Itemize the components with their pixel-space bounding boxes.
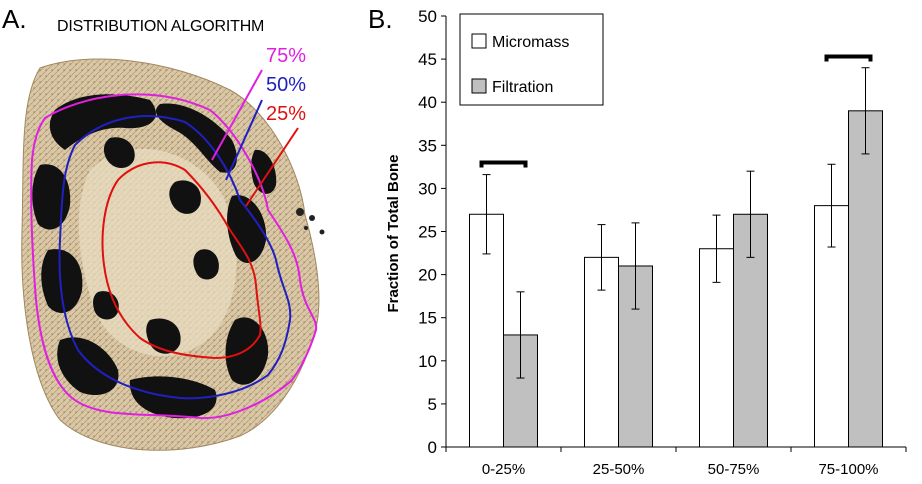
y-tick-label: 15 bbox=[418, 309, 437, 328]
panel-a-letter: A. bbox=[2, 4, 27, 34]
contour-label-25: 25% bbox=[266, 103, 307, 125]
tissue-fragments bbox=[296, 208, 325, 235]
contour-label-75: 75% bbox=[266, 45, 307, 67]
significance-bracket bbox=[824, 54, 873, 62]
contour-25 bbox=[101, 161, 262, 360]
x-tick-label: 0-25% bbox=[482, 461, 525, 478]
y-axis-label: Fraction of Total Bone bbox=[385, 154, 402, 312]
y-tick-label: 35 bbox=[418, 136, 437, 155]
y-tick-label: 45 bbox=[418, 50, 437, 69]
y-tick-label: 25 bbox=[418, 223, 437, 242]
contour-leader-lines bbox=[211, 69, 299, 207]
legend-label-filtration: Filtration bbox=[492, 79, 553, 96]
contour-50 bbox=[58, 115, 292, 400]
y-tick-label: 50 bbox=[418, 7, 437, 26]
legend-label-micromass: Micromass bbox=[492, 34, 569, 51]
distribution-contours bbox=[30, 93, 318, 420]
y-tick-label: 10 bbox=[418, 352, 437, 371]
bar-filtration-3 bbox=[848, 110, 883, 448]
contour-75 bbox=[30, 93, 318, 420]
panel-b-letter: B. bbox=[368, 4, 393, 34]
significance-bracket bbox=[479, 160, 528, 168]
y-tick-label: 30 bbox=[418, 179, 437, 198]
y-tick-label: 5 bbox=[428, 395, 437, 414]
legend-swatch-filtration bbox=[471, 78, 487, 94]
panel-a-title: DISTRIBUTION ALGORITHM bbox=[57, 18, 265, 35]
y-tick-label: 40 bbox=[418, 93, 437, 112]
y-tick-label: 20 bbox=[418, 266, 437, 285]
x-tick-label: 25-50% bbox=[593, 461, 645, 478]
contour-label-50: 50% bbox=[266, 74, 307, 96]
x-tick-label: 50-75% bbox=[708, 461, 760, 478]
legend-swatch-micromass bbox=[471, 33, 487, 49]
leader-line-50 bbox=[225, 99, 263, 181]
x-tick-label: 75-100% bbox=[818, 461, 878, 478]
leader-line-25 bbox=[245, 127, 299, 207]
bar-filtration-1 bbox=[618, 265, 653, 448]
y-tick-label: 0 bbox=[428, 438, 437, 457]
leader-line-75 bbox=[211, 69, 263, 161]
